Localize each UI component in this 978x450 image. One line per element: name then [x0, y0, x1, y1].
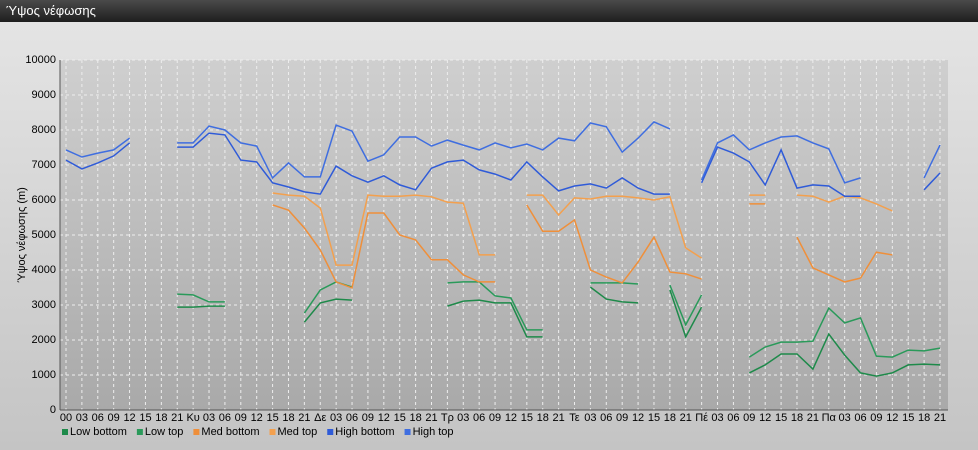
y-tick-label: 10000 [25, 54, 56, 66]
x-tick-label: 18 [537, 412, 549, 424]
x-tick-label: 12 [251, 412, 263, 424]
x-tick-label: 09 [362, 412, 374, 424]
legend-swatch [327, 429, 334, 435]
series-line [65, 121, 941, 184]
x-tick-label: Πα [822, 412, 837, 424]
x-tick-label: Τε [569, 412, 580, 424]
x-tick-label: 21 [298, 412, 310, 424]
series-line [65, 132, 941, 197]
x-tick-label: 06 [92, 412, 104, 424]
legend-label: Med bottom [201, 426, 259, 438]
x-tick-label: 09 [870, 412, 882, 424]
x-tick-label: 09 [743, 412, 755, 424]
y-tick-label: 0 [50, 404, 56, 416]
y-tick-label: 9000 [32, 89, 56, 101]
y-tick-label: 3000 [32, 299, 56, 311]
x-tick-label: 09 [489, 412, 501, 424]
legend-label: High bottom [335, 426, 394, 438]
x-tick-label: 18 [409, 412, 421, 424]
x-tick-label: 18 [155, 412, 167, 424]
y-tick-label: 5000 [32, 229, 56, 241]
x-tick-label: 15 [521, 412, 533, 424]
x-tick-label: 18 [918, 412, 930, 424]
x-tick-label: 03 [76, 412, 88, 424]
x-tick-label: 06 [600, 412, 612, 424]
x-tick-label: 09 [108, 412, 120, 424]
x-tick-label: 15 [394, 412, 406, 424]
legend-swatch [62, 429, 68, 435]
x-tick-label: 21 [552, 412, 564, 424]
series-line [272, 203, 893, 289]
x-tick-label: 21 [171, 412, 183, 424]
x-tick-label: 12 [378, 412, 390, 424]
x-tick-label: Τρ [441, 412, 454, 424]
x-tick-label: 06 [346, 412, 358, 424]
x-tick-label: 09 [235, 412, 247, 424]
x-tick-label: Πέ [695, 412, 708, 424]
legend-swatch [269, 429, 276, 435]
x-tick-label: 15 [266, 412, 278, 424]
x-tick-label: 06 [727, 412, 739, 424]
x-tick-label: 12 [632, 412, 644, 424]
y-tick-label: 7000 [32, 159, 56, 171]
legend-swatch [404, 429, 411, 435]
x-tick-label: Κυ [186, 412, 199, 424]
x-tick-label: 21 [425, 412, 437, 424]
x-tick-label: 03 [711, 412, 723, 424]
x-tick-label: 03 [203, 412, 215, 424]
series-line [177, 286, 941, 377]
x-tick-label: 18 [791, 412, 803, 424]
legend-label: Low top [145, 426, 184, 438]
x-tick-label: 18 [282, 412, 294, 424]
x-tick-label: Δε [314, 412, 326, 424]
x-tick-label: 00 [60, 412, 72, 424]
series-line [272, 192, 893, 266]
x-tick-label: 06 [473, 412, 485, 424]
x-tick-label: 12 [886, 412, 898, 424]
x-tick-label: 03 [457, 412, 469, 424]
legend-label: Med top [278, 426, 318, 438]
x-tick-label: 15 [775, 412, 787, 424]
x-tick-label: 18 [664, 412, 676, 424]
y-tick-label: 6000 [32, 194, 56, 206]
y-tick-label: 2000 [32, 334, 56, 346]
x-tick-label: 12 [759, 412, 771, 424]
x-tick-label: 21 [680, 412, 692, 424]
y-tick-label: 1000 [32, 369, 56, 381]
x-tick-label: 15 [902, 412, 914, 424]
x-tick-label: 06 [854, 412, 866, 424]
x-tick-label: 21 [934, 412, 946, 424]
title-bar: Ύψος νέφωσης [0, 0, 978, 22]
x-tick-label: 12 [505, 412, 517, 424]
legend-swatch [193, 429, 200, 435]
legend-label: High top [413, 426, 454, 438]
y-tick-label: 8000 [32, 124, 56, 136]
series-line [177, 281, 941, 358]
x-tick-label: 12 [123, 412, 135, 424]
x-tick-label: 03 [839, 412, 851, 424]
chart: Ύψος νέφωσης (m) 0 1000 2000 3000 4000 5000 60… [0, 22, 978, 450]
y-tick-label: 4000 [32, 264, 56, 276]
x-tick-label: 15 [648, 412, 660, 424]
x-tick-label: 06 [219, 412, 231, 424]
x-tick-label: 03 [584, 412, 596, 424]
x-tick-label: 21 [807, 412, 819, 424]
x-tick-label: 09 [616, 412, 628, 424]
legend-swatch [136, 429, 143, 435]
x-tick-label: 03 [330, 412, 342, 424]
legend-label: Low bottom [70, 426, 127, 438]
x-tick-label: 15 [139, 412, 151, 424]
y-axis-label: Ύψος νέφωσης (m) [16, 187, 28, 283]
